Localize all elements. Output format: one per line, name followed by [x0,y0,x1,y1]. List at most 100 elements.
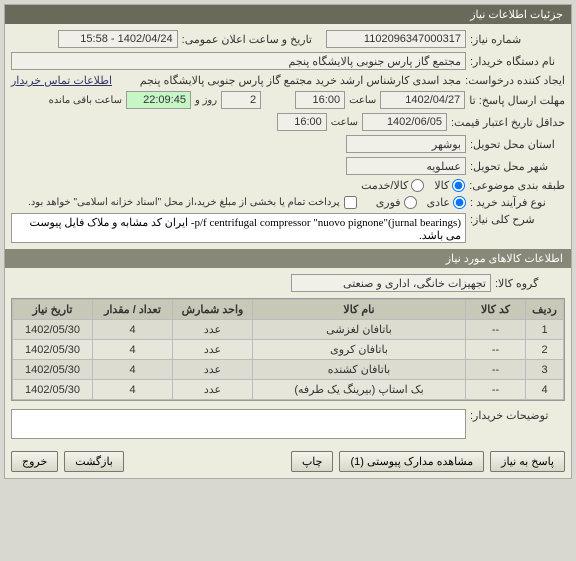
print-button[interactable]: چاپ [291,451,334,472]
cell-code: -- [466,320,526,340]
field-deadline-date: 1402/04/27 [380,91,465,109]
field-days-left: 2 [221,91,261,109]
label-province: استان محل تحویل: [470,138,565,151]
items-table-wrap: ردیف کد کالا نام کالا واحد شمارش تعداد /… [11,298,565,401]
col-date: تاریخ نیاز [13,300,93,320]
field-creator: مجد اسدی کارشناس ارشد خرید مجتمع گاز پار… [122,74,461,87]
footer-spacer [130,451,285,472]
cell-code: -- [466,340,526,360]
cell-date: 1402/05/30 [13,320,93,340]
cell-qty: 4 [93,360,173,380]
purchase-note-checkbox[interactable] [344,196,357,209]
row-purchase: نوع فرآیند خرید : عادی فوری پرداخت تمام … [11,194,565,211]
row-creator: ایجاد کننده درخواست: مجد اسدی کارشناس ار… [11,72,565,89]
cell-n: 1 [526,320,564,340]
label-creator: ایجاد کننده درخواست: [465,74,565,87]
items-header-text: اطلاعات کالاهای مورد نیاز [446,252,563,265]
field-buyer: مجتمع گاز پارس جنوبی پالایشگاه پنجم [11,52,466,70]
table-row[interactable]: 1--باتافان لغزشیعدد41402/05/30 [13,320,564,340]
back-button[interactable]: بازگشت [64,451,124,472]
top-header: جزئیات اطلاعات نیاز [5,5,571,24]
label-minvalid: حداقل تاریخ اعتبار قیمت: [451,116,565,129]
radio-kala-input[interactable] [452,179,465,192]
cell-date: 1402/05/30 [13,380,93,400]
radio-forush-label: فوری [376,196,401,209]
attachments-button[interactable]: مشاهده مدارک پیوستی (1) [339,451,484,472]
request-body: شماره نیاز: 1102096347000317 تاریخ و ساع… [5,24,571,249]
label-group: گروه کالا: [495,277,565,290]
items-header: اطلاعات کالاهای مورد نیاز [5,249,571,268]
radio-adi-input[interactable] [453,196,466,209]
label-city: شهر محل تحویل: [470,160,565,173]
cell-n: 4 [526,380,564,400]
purchase-note: پرداخت تمام یا بخشی از مبلغ خرید،از محل … [28,197,340,208]
cell-code: -- [466,380,526,400]
cell-code: -- [466,360,526,380]
purchase-radio-group: عادی فوری [376,196,466,209]
row-buyer-notes: توضیحات خریدار: [11,407,565,441]
main-panel: جزئیات اطلاعات نیاز شماره نیاز: 11020963… [4,4,572,479]
cell-unit: عدد [173,340,253,360]
table-row[interactable]: 3--باتافان کشندهعدد41402/05/30 [13,360,564,380]
field-province: بوشهر [346,135,466,153]
col-qty: تعداد / مقدار [93,300,173,320]
table-header-row: ردیف کد کالا نام کالا واحد شمارش تعداد /… [13,300,564,320]
col-row: ردیف [526,300,564,320]
row-minvalid: حداقل تاریخ اعتبار قیمت: 1402/06/05 ساعت… [11,111,565,133]
top-title: جزئیات اطلاعات نیاز [470,8,563,21]
cell-qty: 4 [93,340,173,360]
radio-khadamat-input[interactable] [411,179,424,192]
cell-name: باتافان کروی [253,340,466,360]
cell-name: بک استاپ (بیرینگ یک طرفه) [253,380,466,400]
row-province: استان محل تحویل: بوشهر [11,133,565,155]
row-group: گروه کالا: تجهیزات خانگی، اداری و صنعتی [11,272,565,294]
field-time-left: 22:09:45 [126,91,191,109]
row-desc: شرح کلی نیاز: [11,211,565,245]
footer-bar: پاسخ به نیاز مشاهده مدارک پیوستی (1) چاپ… [5,445,571,478]
radio-forush-input[interactable] [404,196,417,209]
cell-name: باتافان کشنده [253,360,466,380]
label-buyer: نام دستگاه خریدار: [470,55,565,68]
radio-kala[interactable]: کالا [434,179,465,192]
table-row[interactable]: 4--بک استاپ (بیرینگ یک طرفه)عدد41402/05/… [13,380,564,400]
cell-n: 2 [526,340,564,360]
radio-forush[interactable]: فوری [376,196,417,209]
radio-adi-label: عادی [427,196,450,209]
row-number: شماره نیاز: 1102096347000317 تاریخ و ساع… [11,28,565,50]
cell-date: 1402/05/30 [13,340,93,360]
row-deadline: مهلت ارسال پاسخ: تا 1402/04/27 ساعت 16:0… [11,89,565,111]
label-purchase: نوع فرآیند خرید : [470,196,565,209]
label-buyer-notes: توضیحات خریدار: [470,409,565,422]
field-city: عسلویه [346,157,466,175]
cell-name: باتافان لغزشی [253,320,466,340]
row-city: شهر محل تحویل: عسلویه [11,155,565,177]
label-roozva: روز و [195,95,217,106]
field-group: تجهیزات خانگی، اداری و صنعتی [291,274,491,292]
cell-qty: 4 [93,380,173,400]
field-minvalid-time: 16:00 [277,113,327,131]
label-remain: ساعت باقی مانده [49,95,122,106]
label-deadline: مهلت ارسال پاسخ: تا [469,94,565,107]
field-number: 1102096347000317 [326,30,466,48]
col-name: نام کالا [253,300,466,320]
field-announce: 1402/04/24 - 15:58 [58,30,178,48]
label-announce: تاریخ و ساعت اعلان عمومی: [182,33,312,46]
exit-button[interactable]: خروج [11,451,58,472]
label-saat1: ساعت [349,95,376,106]
cell-unit: عدد [173,320,253,340]
items-body: گروه کالا: تجهیزات خانگی، اداری و صنعتی … [5,268,571,445]
radio-khadamat[interactable]: کالا/خدمت [361,179,424,192]
cell-unit: عدد [173,380,253,400]
row-buyer: نام دستگاه خریدار: مجتمع گاز پارس جنوبی … [11,50,565,72]
label-number: شماره نیاز: [470,33,565,46]
reply-button[interactable]: پاسخ به نیاز [490,451,565,472]
label-subject: طبقه بندی موضوعی: [469,179,565,192]
contact-link[interactable]: اطلاعات تماس خریدار [11,74,112,87]
col-code: کد کالا [466,300,526,320]
radio-adi[interactable]: عادی [427,196,466,209]
table-row[interactable]: 2--باتافان کرویعدد41402/05/30 [13,340,564,360]
row-subject: طبقه بندی موضوعی: کالا کالا/خدمت [11,177,565,194]
items-table: ردیف کد کالا نام کالا واحد شمارش تعداد /… [12,299,564,400]
label-desc: شرح کلی نیاز: [470,213,565,226]
field-buyer-notes[interactable] [11,409,466,439]
